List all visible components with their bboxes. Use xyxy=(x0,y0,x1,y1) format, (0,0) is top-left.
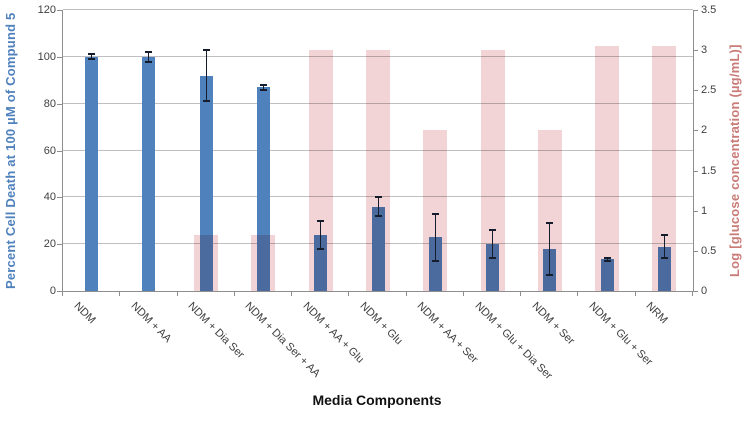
error-bar-cap-bottom xyxy=(88,58,96,61)
left-axis-tick-label: 100 xyxy=(37,50,56,63)
error-bar-cap-bottom xyxy=(259,88,267,91)
error-bar-cap-bottom xyxy=(317,247,325,250)
left-axis-tick-label: 20 xyxy=(43,238,56,251)
error-bar-line xyxy=(549,223,551,275)
category-label: NDM xyxy=(71,300,98,327)
error-bar-line xyxy=(205,49,207,102)
error-bar-cap-bottom xyxy=(489,257,497,260)
error-bar-cap-top xyxy=(88,53,96,56)
x-axis-tick-mark xyxy=(119,292,121,296)
error-bar-line xyxy=(262,84,264,90)
x-axis-tick-mark xyxy=(634,292,636,296)
right-axis-tick-label: 1.5 xyxy=(701,164,717,177)
x-axis-tick-mark xyxy=(405,292,407,296)
left-axis-tick-mark xyxy=(57,244,62,246)
right-y-axis-title: Log [glucose concentration (µg/mL)] xyxy=(727,44,742,278)
error-bar-line xyxy=(434,213,436,261)
category-label: NDM + Glu xyxy=(357,300,405,348)
error-bar-cap-top xyxy=(374,196,382,199)
right-axis-tick-label: 2.5 xyxy=(701,84,717,97)
error-bar-cap-top xyxy=(489,229,497,232)
category-label: NRM xyxy=(643,300,671,327)
right-axis-tick-mark xyxy=(693,130,698,132)
x-axis-tick-mark xyxy=(176,292,178,296)
error-bar-cap-bottom xyxy=(603,259,611,262)
right-axis-tick-mark xyxy=(693,291,698,292)
bar-log-glucose xyxy=(194,234,219,291)
error-bar-cap-top xyxy=(259,83,267,86)
right-axis-tick-mark xyxy=(693,50,698,52)
x-axis-tick-mark xyxy=(462,292,464,296)
right-axis-tick-label: 1 xyxy=(701,204,708,217)
category-label: NDM + AA + Glu xyxy=(300,300,366,366)
x-axis-tick-mark xyxy=(520,292,522,296)
error-bar-cap-bottom xyxy=(202,100,210,103)
bar-log-glucose xyxy=(595,46,620,291)
bar-percent-cell-death xyxy=(142,56,156,291)
x-axis-tick-mark xyxy=(291,292,293,296)
x-axis-title: Media Components xyxy=(312,392,442,408)
right-axis-tick-mark xyxy=(693,210,698,212)
plot-area xyxy=(62,9,694,292)
left-axis-tick-label: 40 xyxy=(43,191,56,204)
left-axis-tick-mark xyxy=(57,150,62,152)
error-bar-cap-bottom xyxy=(431,259,439,262)
error-bar-line xyxy=(606,258,608,261)
x-axis-tick-mark xyxy=(577,292,579,296)
bar-log-glucose xyxy=(423,130,448,291)
right-axis-tick-label: 3 xyxy=(701,44,708,57)
left-axis-tick-mark xyxy=(57,56,62,58)
error-bar-line xyxy=(492,230,494,259)
category-label: NDM + AA xyxy=(128,300,174,346)
error-bar-cap-bottom xyxy=(145,60,153,63)
right-axis-tick-label: 2 xyxy=(701,124,708,137)
error-bar-cap-bottom xyxy=(660,257,668,260)
left-axis-tick-label: 0 xyxy=(49,285,56,297)
error-bar-cap-top xyxy=(202,48,210,51)
bar-log-glucose xyxy=(308,50,333,291)
right-axis-tick-mark xyxy=(693,250,698,252)
error-bar-line xyxy=(663,234,665,259)
category-label: NDM + AA + Ser xyxy=(414,300,481,366)
left-axis-tick-mark xyxy=(57,197,62,199)
error-bar-cap-top xyxy=(145,51,153,54)
left-axis-tick-label: 60 xyxy=(43,144,56,157)
left-axis-tick-mark xyxy=(57,103,62,105)
bar-log-glucose xyxy=(366,50,390,291)
bar-percent-cell-death xyxy=(85,56,99,291)
right-axis-tick-mark xyxy=(693,90,698,92)
category-label: NDM + Ser xyxy=(529,300,577,348)
x-axis-tick-mark xyxy=(348,292,350,296)
category-label: NDM + Dia Ser xyxy=(185,300,247,362)
right-axis-tick-mark xyxy=(693,10,698,11)
error-bar-cap-top xyxy=(317,219,325,222)
error-bar-cap-top xyxy=(603,257,611,260)
gridline xyxy=(63,9,693,10)
error-bar-cap-top xyxy=(431,212,439,215)
error-bar-line xyxy=(320,220,322,249)
left-axis-tick-label: 80 xyxy=(43,97,56,110)
error-bar-line xyxy=(377,197,379,217)
x-axis-tick-mark xyxy=(692,292,693,296)
error-bar-line xyxy=(148,52,150,62)
error-bar-cap-top xyxy=(546,222,554,225)
right-axis-tick-label: 0.5 xyxy=(701,244,717,257)
error-bar-cap-bottom xyxy=(374,215,382,218)
error-bar-line xyxy=(91,54,93,60)
left-axis-tick-mark xyxy=(57,10,62,11)
error-bar-cap-top xyxy=(660,233,668,236)
right-axis-tick-label: 3.5 xyxy=(701,4,717,16)
left-axis-tick-mark xyxy=(57,291,62,292)
right-axis-tick-label: 0 xyxy=(701,285,708,297)
left-axis-tick-label: 120 xyxy=(37,4,56,16)
x-axis-tick-mark xyxy=(233,292,235,296)
bar-log-glucose xyxy=(251,234,276,291)
left-y-axis-title: Percent Cell Death at 100 µM of Compund … xyxy=(3,12,18,290)
x-axis-tick-mark xyxy=(62,292,63,296)
right-axis-tick-mark xyxy=(693,170,698,172)
error-bar-cap-bottom xyxy=(546,273,554,276)
